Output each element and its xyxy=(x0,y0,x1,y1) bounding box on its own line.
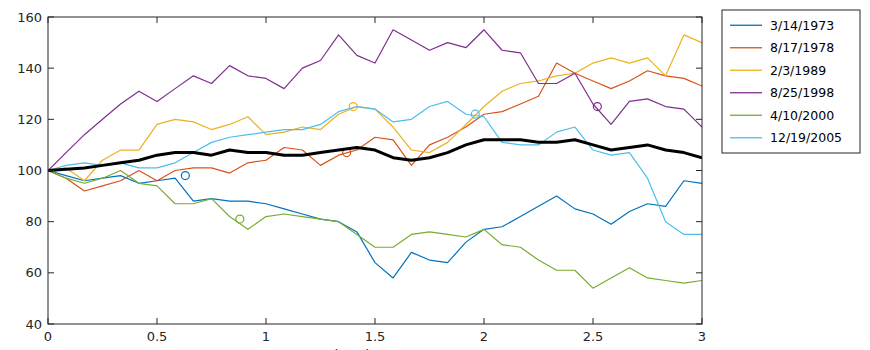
legend-swatch xyxy=(730,47,762,48)
x-tick-label: 1 xyxy=(262,329,270,344)
legend-swatch xyxy=(730,70,762,71)
x-tick-label: 0.5 xyxy=(147,329,168,344)
x-tick xyxy=(484,17,485,23)
y-tick xyxy=(696,221,702,222)
y-tick-label: 100 xyxy=(17,163,42,178)
x-tick xyxy=(157,318,158,324)
series-line xyxy=(48,63,702,191)
legend-label: 12/19/2005 xyxy=(770,130,842,145)
series-line xyxy=(48,140,702,171)
legend-label: 2/3/1989 xyxy=(770,63,826,78)
y-tick xyxy=(48,221,54,222)
x-tick xyxy=(593,318,594,324)
highlight-marker xyxy=(181,172,189,180)
highlight-marker xyxy=(471,110,479,118)
y-tick xyxy=(696,119,702,120)
x-tick xyxy=(266,318,267,324)
series-group xyxy=(48,30,702,288)
y-tick xyxy=(48,272,54,273)
y-tick xyxy=(696,272,702,273)
x-tick xyxy=(593,17,594,23)
x-tick-label: 0 xyxy=(44,329,52,344)
axes-frame xyxy=(48,17,702,324)
y-tick-label: 80 xyxy=(25,214,42,229)
series-line xyxy=(48,101,702,234)
highlight-marker xyxy=(593,103,601,111)
y-tick-label: 160 xyxy=(17,10,42,25)
y-tick xyxy=(696,324,702,325)
legend-swatch xyxy=(730,115,762,116)
y-tick xyxy=(48,68,54,69)
legend-label: 3/14/1973 xyxy=(770,18,834,33)
plot-area xyxy=(48,17,702,324)
x-tick xyxy=(157,17,158,23)
series-line xyxy=(48,30,702,171)
y-tick-label: 120 xyxy=(17,112,42,127)
y-tick-label: 60 xyxy=(25,265,42,280)
y-tick-label: 40 xyxy=(25,317,42,332)
x-tick-label: 2 xyxy=(480,329,488,344)
x-tick xyxy=(375,318,376,324)
y-tick xyxy=(48,170,54,171)
x-tick xyxy=(266,17,267,23)
y-tick xyxy=(48,324,54,325)
x-tick xyxy=(702,318,703,324)
legend-swatch xyxy=(730,137,762,138)
legend-label: 8/25/1998 xyxy=(770,85,834,100)
y-tick xyxy=(696,170,702,171)
y-tick xyxy=(696,17,702,18)
y-tick-label: 140 xyxy=(17,61,42,76)
x-tick xyxy=(375,17,376,23)
y-tick xyxy=(48,17,54,18)
x-tick-label: 1.5 xyxy=(365,329,386,344)
legend-swatch xyxy=(730,25,762,26)
x-tick xyxy=(484,318,485,324)
x-tick xyxy=(48,17,49,23)
series-line xyxy=(48,171,702,278)
legend-label: 4/10/2000 xyxy=(770,108,834,123)
y-tick xyxy=(696,68,702,69)
legend-swatch xyxy=(730,92,762,93)
series-line xyxy=(48,35,702,181)
chart: 0 0.5 1 1.5 2 2.5 3 40 60 80 100 120 140 160 time in y… xyxy=(0,0,870,350)
x-tick xyxy=(48,318,49,324)
highlight-marker xyxy=(236,215,244,223)
x-tick-label: 3 xyxy=(698,329,706,344)
legend-label: 8/17/1978 xyxy=(770,40,834,55)
series-line xyxy=(48,171,702,289)
legend xyxy=(722,10,860,153)
x-axis-label: time in years xyxy=(329,347,421,350)
x-tick-label: 2.5 xyxy=(583,329,604,344)
y-tick xyxy=(48,119,54,120)
x-tick xyxy=(702,17,703,23)
